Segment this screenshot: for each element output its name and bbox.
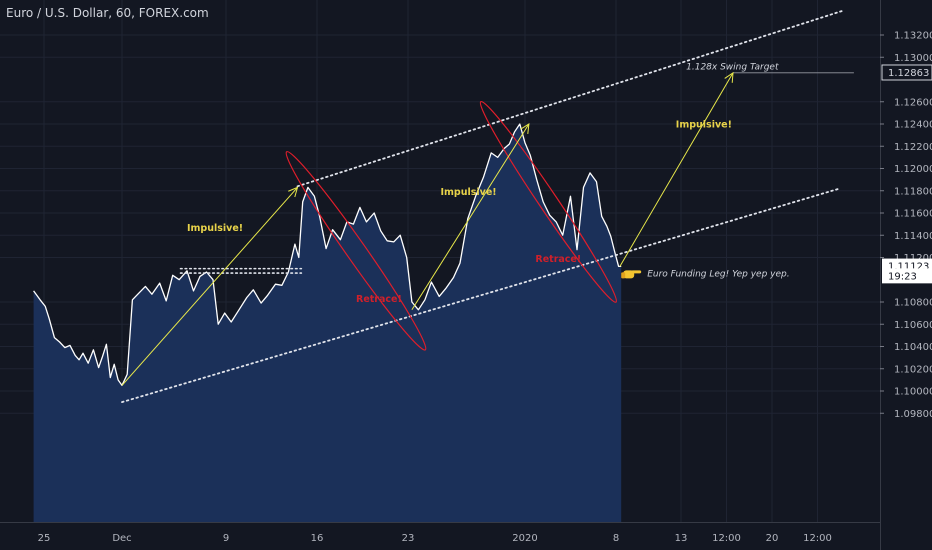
time-tick-label: Dec [112, 533, 131, 544]
impulse-arrow-head [724, 71, 734, 83]
price-tick-label: 1.10000 [894, 387, 932, 398]
price-tick-label: 1.10200 [894, 364, 932, 375]
price-tick-label: 1.12200 [894, 142, 932, 153]
impulse-arrow [411, 123, 530, 311]
price-tick-label: 1.12000 [894, 164, 932, 175]
price-tag-bg [882, 268, 932, 284]
time-tick-label: 12:00 [712, 533, 741, 544]
price-tick-label: 1.13000 [894, 53, 932, 64]
impulse-arrow [121, 187, 298, 386]
retrace-ellipse [479, 100, 618, 303]
time-tick-label: 13 [675, 533, 688, 544]
price-tick-label: 1.12600 [894, 97, 932, 108]
retrace-label: Retrace! [356, 294, 402, 305]
channel-line [121, 187, 841, 404]
note-label: Euro Funding Leg! Yep yep yep. [647, 269, 789, 279]
note-label: 1.128x Swing Target [686, 62, 779, 72]
price-tag-label: 19:23 [888, 271, 917, 282]
time-tick-label: 8 [613, 533, 619, 544]
price-tick-label: 1.11800 [894, 186, 932, 197]
impulsive-label: Impulsive! [441, 187, 497, 198]
price-tick-label: 1.10600 [894, 320, 932, 331]
price-tick-label: 1.13200 [894, 31, 932, 42]
price-tick-label: 1.10400 [894, 342, 932, 353]
price-tick-label: 1.11400 [894, 231, 932, 242]
price-tick-label: 1.09800 [894, 409, 932, 420]
retrace-label: Retrace! [535, 254, 581, 265]
price-tick-label: 1.11200 [894, 253, 932, 264]
price-tick-label: 1.11600 [894, 209, 932, 220]
impulse-arrow [619, 72, 734, 267]
time-tick-label: 23 [402, 533, 415, 544]
pointing-hand-icon [621, 270, 642, 279]
chart-drawings [121, 9, 854, 404]
time-tick-label: 2020 [512, 533, 537, 544]
retrace-ellipse [285, 151, 427, 351]
time-tick-label: 12:00 [803, 533, 832, 544]
price-area-fill [33, 124, 622, 522]
impulse-arrow-head [288, 186, 299, 198]
price-tag-bg [881, 64, 932, 81]
price-tick-label: 1.12400 [894, 120, 932, 131]
time-tick-label: 25 [38, 533, 51, 544]
price-tick-label: 1.10800 [894, 298, 932, 309]
chart-title: Euro / U.S. Dollar, 60, FOREX.com [6, 6, 209, 20]
price-tag-label: 1.12863 [888, 68, 929, 79]
price-tag-label: 1.11123 [888, 262, 929, 273]
chart-annotations: Impulsive! Impulsive! Impulsive! Retrace! Re… [33, 62, 790, 386]
time-tick-label: 9 [223, 533, 229, 544]
time-axis[interactable]: 25 Dec 9 16 23 2020 8 13 12:00 20 12:00 [0, 522, 880, 545]
time-tick-label: 16 [311, 533, 324, 544]
channel-line [296, 9, 845, 188]
time-tick-label: 20 [766, 533, 779, 544]
impulse-arrow-head [520, 123, 530, 134]
impulsive-label: Impulsive! [187, 223, 243, 234]
impulsive-label: Impulsive! [676, 119, 732, 130]
